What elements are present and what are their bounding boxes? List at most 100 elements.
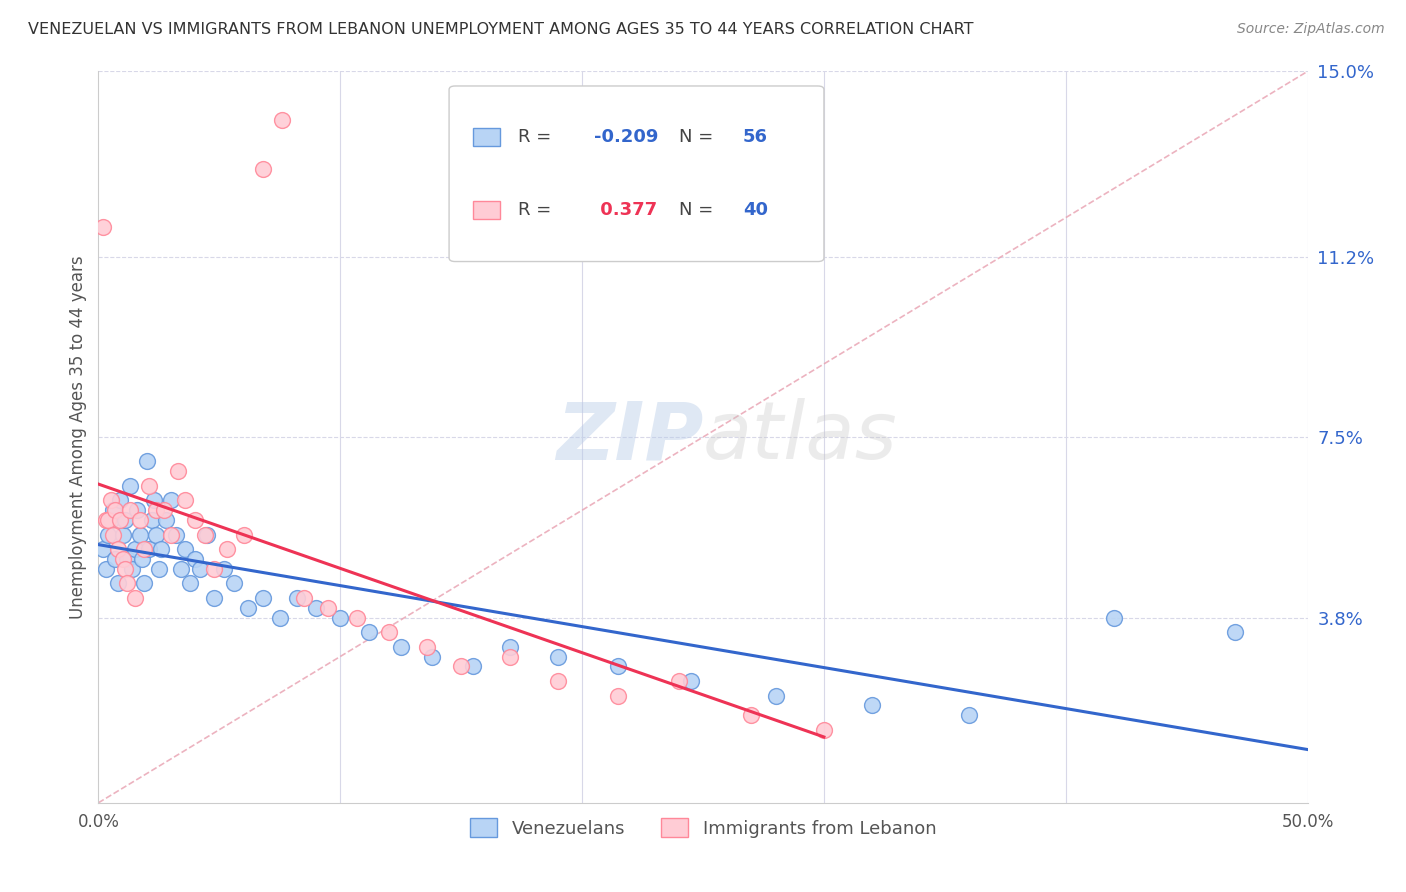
Text: ZIP: ZIP xyxy=(555,398,703,476)
Text: R =: R = xyxy=(517,128,557,146)
Point xyxy=(305,600,328,615)
Point xyxy=(547,649,569,664)
Point xyxy=(184,552,207,566)
Point xyxy=(145,527,167,541)
Point xyxy=(91,542,114,557)
Point xyxy=(165,527,187,541)
Point xyxy=(174,542,197,557)
Point xyxy=(607,689,630,703)
Point xyxy=(232,527,254,541)
Point xyxy=(679,673,702,688)
Point xyxy=(155,513,177,527)
Point xyxy=(94,513,117,527)
Text: N =: N = xyxy=(679,202,718,219)
Text: 40: 40 xyxy=(742,202,768,219)
Point xyxy=(1102,610,1125,624)
Text: atlas: atlas xyxy=(703,398,898,476)
Point xyxy=(107,576,129,591)
Point xyxy=(114,513,136,527)
Point xyxy=(252,161,274,176)
Point xyxy=(174,493,197,508)
Point xyxy=(97,527,120,541)
Point xyxy=(195,527,218,541)
Point xyxy=(194,527,217,541)
Point xyxy=(104,552,127,566)
Point xyxy=(765,689,787,703)
Point xyxy=(111,527,134,541)
Point xyxy=(100,513,122,527)
Point xyxy=(134,542,156,557)
Point xyxy=(222,576,245,591)
Bar xyxy=(474,128,501,146)
Point xyxy=(269,610,291,624)
Point xyxy=(117,552,139,566)
Point xyxy=(138,479,160,493)
Point xyxy=(114,562,136,576)
Point xyxy=(450,659,472,673)
Point xyxy=(184,513,207,527)
Point xyxy=(108,493,131,508)
Point xyxy=(607,659,630,673)
Point xyxy=(131,552,153,566)
Point xyxy=(204,591,226,605)
Point xyxy=(111,552,134,566)
Legend: Venezuelans, Immigrants from Lebanon: Venezuelans, Immigrants from Lebanon xyxy=(463,811,943,845)
Point xyxy=(316,600,339,615)
Bar xyxy=(474,202,501,219)
Point xyxy=(212,562,235,576)
Text: VENEZUELAN VS IMMIGRANTS FROM LEBANON UNEMPLOYMENT AMONG AGES 35 TO 44 YEARS COR: VENEZUELAN VS IMMIGRANTS FROM LEBANON UN… xyxy=(28,22,973,37)
Point xyxy=(1223,625,1246,640)
Point xyxy=(124,591,146,605)
Text: Source: ZipAtlas.com: Source: ZipAtlas.com xyxy=(1237,22,1385,37)
Point xyxy=(150,542,173,557)
Point xyxy=(813,723,835,737)
Point xyxy=(118,503,141,517)
Point xyxy=(271,113,294,128)
Point xyxy=(167,464,190,478)
Point xyxy=(101,527,124,541)
Point xyxy=(668,673,690,688)
Point xyxy=(141,513,163,527)
Point xyxy=(498,649,520,664)
Point xyxy=(377,625,399,640)
Text: R =: R = xyxy=(517,202,557,219)
Point xyxy=(107,542,129,557)
Point xyxy=(346,610,368,624)
Point xyxy=(547,673,569,688)
FancyBboxPatch shape xyxy=(449,86,824,261)
Point xyxy=(134,576,156,591)
Point xyxy=(145,503,167,517)
Point xyxy=(127,503,149,517)
Point xyxy=(957,708,980,723)
Point xyxy=(204,562,226,576)
Point xyxy=(148,562,170,576)
Point xyxy=(420,649,443,664)
Point xyxy=(108,513,131,527)
Point xyxy=(128,513,150,527)
Point xyxy=(329,610,352,624)
Point xyxy=(188,562,211,576)
Text: 56: 56 xyxy=(742,128,768,146)
Text: -0.209: -0.209 xyxy=(595,128,658,146)
Point xyxy=(124,542,146,557)
Point xyxy=(121,562,143,576)
Point xyxy=(215,542,238,557)
Point xyxy=(463,659,485,673)
Point xyxy=(152,503,174,517)
Point xyxy=(160,527,183,541)
Point xyxy=(292,591,315,605)
Point xyxy=(416,640,439,654)
Point xyxy=(118,479,141,493)
Point xyxy=(498,640,520,654)
Point xyxy=(100,493,122,508)
Point xyxy=(860,698,883,713)
Y-axis label: Unemployment Among Ages 35 to 44 years: Unemployment Among Ages 35 to 44 years xyxy=(69,255,87,619)
Text: N =: N = xyxy=(679,128,718,146)
Point xyxy=(143,493,166,508)
Text: 0.377: 0.377 xyxy=(595,202,657,219)
Point xyxy=(91,220,114,235)
Point xyxy=(389,640,412,654)
Point xyxy=(117,576,139,591)
Point xyxy=(135,454,157,468)
Point xyxy=(160,493,183,508)
